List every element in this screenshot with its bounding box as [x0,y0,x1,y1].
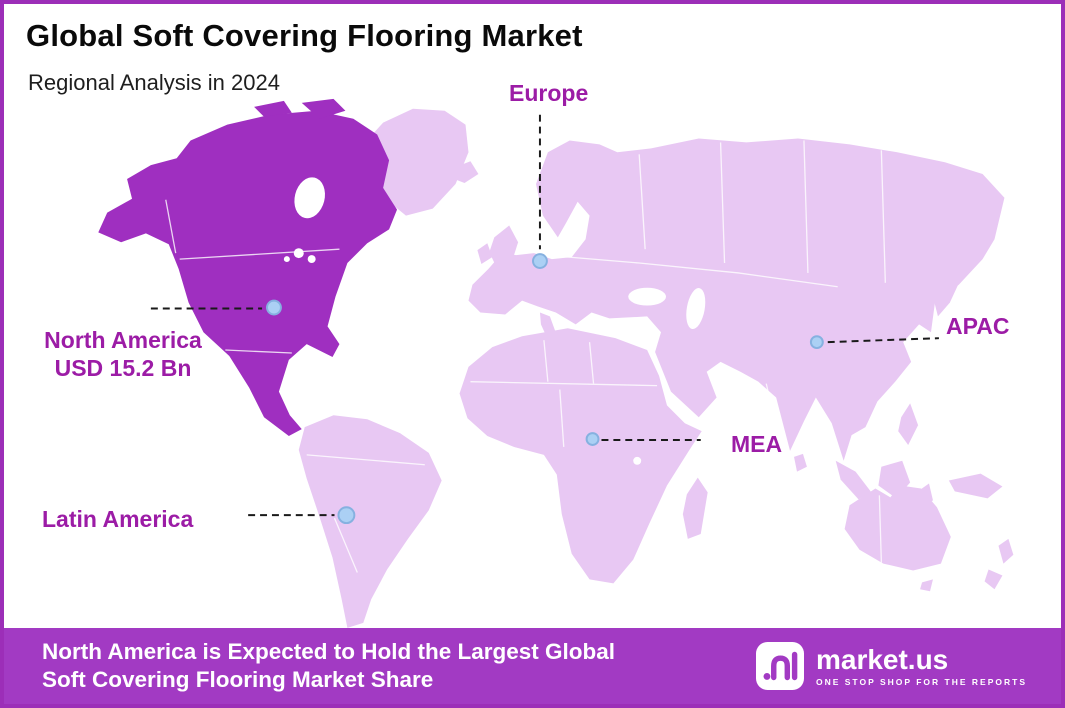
region-label-north-america: North America USD 15.2 Bn [10,326,236,382]
continents-light [298,108,1014,628]
island-sri-lanka [794,453,807,472]
region-label-europe: Europe [509,80,589,106]
continent-greenland [363,108,469,216]
arctic-island-2 [254,100,292,117]
marker-north-america [266,299,282,316]
north-america-mainland [98,110,398,437]
marker-apac [809,335,824,350]
continent-africa [459,328,702,584]
region-label-mea: MEA [731,431,783,457]
brand-tagline: ONE STOP SHOP FOR THE REPORTS [815,676,1027,687]
region-value-north-america: USD 15.2 Bn [54,355,192,381]
island-philippines [898,403,919,445]
island-iceland [451,161,479,183]
region-label-latin-america: Latin America [42,506,194,532]
country-borders [165,140,886,573]
continent-north-america [98,98,398,437]
inland-water [283,177,706,465]
island-new-zealand-north [998,538,1014,564]
great-lake-3 [283,256,290,263]
page-title: Global Soft Covering Flooring Market [26,18,583,53]
leader-lines [150,114,939,517]
footer-headline-line1: North America is Expected to Hold the La… [42,639,616,664]
page-subtitle: Regional Analysis in 2024 [28,70,280,95]
region-markers [266,253,824,525]
marker-europe [532,253,548,269]
hudson-bay [294,177,325,219]
island-madagascar [682,477,708,539]
black-sea [628,287,666,306]
caspian-sea [686,288,706,330]
island-sumatra [835,460,872,500]
great-lake-2 [307,255,316,264]
footer-banner: North America is Expected to Hold the La… [4,628,1061,704]
continent-south-america [298,415,442,628]
brand-words: market.us ONE STOP SHOP FOR THE REPORTS [815,643,1027,687]
lake-victoria [633,456,642,465]
brand-logo: market.us ONE STOP SHOP FOR THE REPORTS [755,642,1027,690]
footer-headline: North America is Expected to Hold the La… [42,638,615,694]
great-lake-1 [293,248,304,259]
island-ireland [477,243,493,265]
marker-mea [585,432,600,446]
world-map [98,98,1014,628]
continent-eurasia [468,138,1005,461]
leader-line-apac [827,337,939,344]
island-new-zealand-south [984,569,1003,590]
marker-latin-america [337,506,356,525]
footer-headline-line2: Soft Covering Flooring Market Share [42,667,434,692]
region-label-apac: APAC [946,313,1010,339]
brand-name: market.us [815,643,949,675]
island-japan [932,255,962,317]
continent-australia [844,485,951,571]
island-tasmania [920,579,933,592]
arctic-island-1 [301,98,346,119]
marketus-logo-icon [755,642,804,690]
island-new-guinea [948,473,1003,499]
region-label-north-america-name: North America [44,327,202,353]
